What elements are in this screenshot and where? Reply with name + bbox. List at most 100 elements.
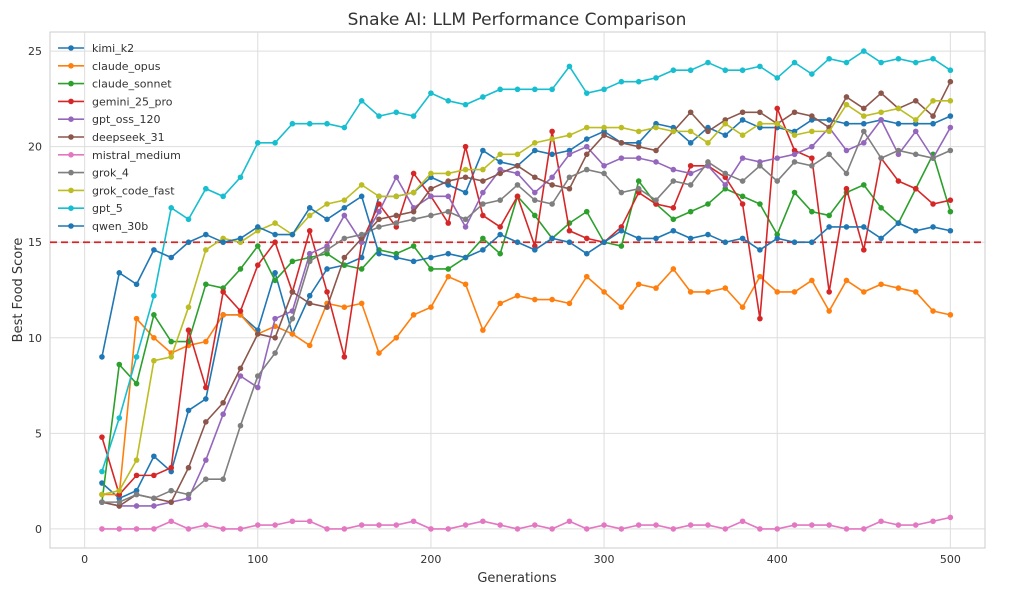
data-point [670, 205, 677, 211]
legend-item-grok_4: grok_4 [58, 167, 129, 180]
data-point [618, 189, 625, 196]
data-point [133, 354, 140, 360]
data-point [722, 170, 729, 177]
data-point [722, 239, 729, 246]
data-point [895, 178, 902, 184]
data-point [462, 174, 469, 181]
data-point [739, 67, 746, 74]
legend-item-claude_sonnet: claude_sonnet [58, 78, 172, 91]
data-point [324, 201, 330, 207]
legend-item-mistral_medium: mistral_medium [58, 149, 181, 162]
data-point [826, 212, 832, 219]
data-point [566, 174, 573, 181]
data-point [635, 522, 642, 528]
data-point [583, 143, 590, 150]
data-point [791, 159, 798, 165]
data-point [618, 124, 625, 131]
data-point [428, 90, 434, 96]
data-point [774, 178, 781, 184]
data-point [687, 235, 694, 242]
data-point [393, 174, 400, 181]
data-point [739, 155, 746, 161]
data-point [445, 273, 452, 280]
legend-marker [68, 116, 74, 122]
data-point [376, 201, 382, 207]
data-point [151, 357, 157, 364]
data-point [306, 342, 313, 349]
data-point [272, 220, 278, 226]
data-point [220, 312, 226, 318]
data-point [843, 224, 850, 230]
data-point [618, 526, 625, 532]
data-point [532, 197, 538, 203]
data-point [583, 124, 590, 131]
series-line [101, 516, 951, 530]
data-point [203, 522, 209, 528]
data-point [272, 315, 278, 322]
data-point [497, 231, 503, 238]
data-point [843, 101, 850, 108]
data-point [445, 193, 452, 200]
data-point [220, 411, 226, 418]
data-point [203, 396, 209, 402]
data-point [635, 78, 642, 85]
data-point [272, 270, 278, 276]
data-point [133, 472, 140, 479]
series-line [101, 129, 951, 503]
data-point [791, 239, 798, 246]
data-point [376, 522, 382, 528]
data-point [722, 120, 729, 127]
data-point [306, 227, 313, 234]
data-point [462, 254, 469, 261]
y-tick-label: 10 [28, 332, 42, 345]
series-mistral_medium [99, 514, 954, 532]
data-point [878, 90, 884, 96]
data-point [497, 522, 503, 528]
data-point [653, 75, 659, 81]
legend-label: gemini_25_pro [92, 95, 173, 108]
legend-marker [68, 63, 74, 69]
data-point [376, 250, 382, 257]
data-point [532, 296, 538, 303]
legend-item-gpt_oss_120: gpt_oss_120 [58, 113, 160, 126]
series-line [101, 118, 952, 507]
data-point [618, 304, 625, 311]
data-point [254, 331, 261, 337]
data-point [168, 464, 175, 471]
legend-item-grok_code_fast: grok_code_fast [58, 184, 175, 197]
data-point [635, 128, 642, 135]
data-point [480, 178, 486, 184]
data-point [514, 86, 521, 93]
series-line [101, 267, 951, 496]
data-point [151, 472, 157, 479]
data-point [809, 128, 815, 135]
data-point [687, 162, 694, 169]
data-point [653, 522, 659, 528]
data-point [324, 526, 330, 532]
data-point [791, 151, 798, 158]
data-point [687, 128, 694, 135]
legend-marker [68, 187, 74, 194]
data-point [428, 526, 434, 532]
data-point [532, 174, 538, 181]
data-point [930, 224, 936, 230]
data-point [116, 415, 123, 421]
data-point [826, 224, 832, 230]
y-tick-label: 25 [28, 45, 42, 58]
data-point [601, 239, 607, 246]
data-point [410, 170, 417, 177]
data-point [583, 90, 590, 96]
data-point [601, 132, 607, 138]
data-point [601, 162, 607, 169]
data-point [203, 419, 209, 425]
data-point [185, 491, 192, 498]
data-point [341, 205, 348, 211]
data-point [462, 216, 469, 223]
x-tick-label: 0 [81, 553, 88, 566]
data-point [254, 224, 261, 230]
data-point [912, 151, 919, 158]
data-point [341, 304, 348, 311]
data-point [843, 59, 850, 66]
data-point [583, 166, 590, 173]
data-point [272, 277, 278, 284]
